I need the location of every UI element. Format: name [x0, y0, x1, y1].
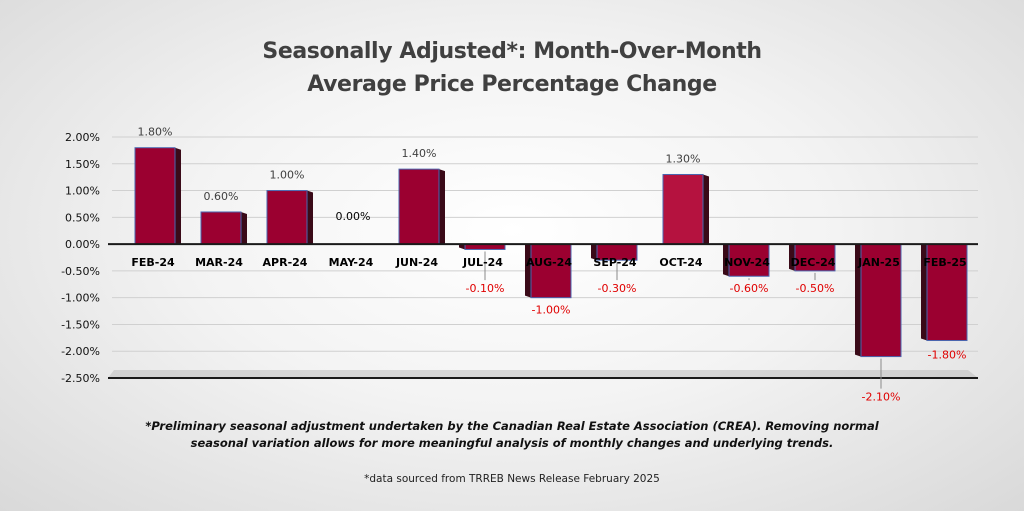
- y-tick-label: -1.50%: [61, 318, 100, 331]
- data-label-jan-25: -2.10%: [862, 391, 901, 404]
- bar-nov-24: [728, 243, 770, 277]
- x-tick-label: OCT-24: [659, 256, 703, 269]
- floor-plane: [108, 370, 978, 378]
- bar-jan-25: [860, 243, 902, 358]
- y-tick-label: 1.50%: [65, 158, 100, 171]
- bar-side: [525, 244, 531, 298]
- bar-side: [723, 244, 729, 277]
- bar-aug-24: [530, 243, 572, 299]
- x-tick-label: JUN-24: [395, 256, 438, 269]
- data-label-feb-24: 1.80%: [138, 126, 173, 139]
- chart-title-line2: Average Price Percentage Change: [307, 72, 717, 97]
- axes: 2.00% 1.50% 1.00% 0.50% 0.00% -0.50% -1.00% -1.…: [61, 131, 978, 385]
- data-label-nov-24: -0.60%: [730, 282, 769, 295]
- x-tick-label: DEC-24: [791, 256, 836, 269]
- x-tick-label: MAR-24: [195, 256, 243, 269]
- data-label-feb-25: -1.80%: [928, 349, 967, 362]
- data-label-mar-24: 0.60%: [204, 190, 239, 203]
- data-label-aug-24: -1.00%: [532, 304, 571, 317]
- bar-jun-24: [398, 168, 440, 245]
- data-label-jul-24: -0.10%: [466, 282, 505, 295]
- x-tick-label: AUG-24: [526, 256, 572, 269]
- bars: [134, 147, 968, 358]
- y-tick-label: 0.50%: [65, 211, 100, 224]
- bar-mar-24: [200, 211, 242, 245]
- x-tick-label: JUL-24: [462, 256, 503, 269]
- x-tick-label: FEB-24: [131, 256, 175, 269]
- footnote-line2: seasonal variation allows for more meani…: [190, 436, 834, 450]
- y-tick-label: -0.50%: [61, 265, 100, 278]
- bar-side: [789, 244, 795, 271]
- chart-floor: [108, 370, 978, 379]
- footnote-line1: *Preliminary seasonal adjustment underta…: [145, 419, 879, 433]
- x-tick-label: JAN-25: [857, 256, 900, 269]
- data-label-may-24: 0.00%: [336, 210, 371, 223]
- data-label-dec-24: -0.50%: [796, 282, 835, 295]
- x-tick-label: FEB-25: [923, 256, 966, 269]
- chart-title-line1: Seasonally Adjusted*: Month-Over-Month: [262, 39, 762, 64]
- bar-side: [241, 211, 247, 245]
- bar-oct-24: [662, 173, 704, 245]
- gridlines: [112, 136, 978, 352]
- bar-side: [855, 244, 861, 357]
- bar-feb-24: [134, 147, 176, 245]
- bar-side: [439, 169, 445, 245]
- x-tick-label: MAY-24: [329, 256, 374, 269]
- bar-side: [307, 190, 313, 245]
- x-tick-label: APR-24: [263, 256, 308, 269]
- data-label-oct-24: 1.30%: [666, 152, 701, 165]
- data-label-sep-24: -0.30%: [598, 282, 637, 295]
- bar-feb-25: [926, 243, 968, 342]
- y-tick-label: 2.00%: [65, 131, 100, 144]
- data-label-jun-24: 1.40%: [402, 147, 437, 160]
- y-tick-label: 1.00%: [65, 185, 100, 198]
- bar-dec-24: [794, 243, 836, 272]
- bar-side: [591, 244, 597, 261]
- bar-side: [703, 174, 709, 245]
- bar-side: [175, 147, 181, 245]
- bar-side: [921, 244, 927, 341]
- y-tick-label: 0.00%: [65, 238, 100, 251]
- y-tick-label: -2.50%: [61, 372, 100, 385]
- bar-side: [459, 244, 465, 250]
- x-tick-label: NOV-24: [724, 256, 770, 269]
- y-tick-label: -1.00%: [61, 292, 100, 305]
- source-note: *data sourced from TRREB News Release Fe…: [364, 473, 660, 485]
- bar-apr-24: [266, 190, 308, 245]
- data-label-apr-24: 1.00%: [270, 169, 305, 182]
- y-tick-label: -2.00%: [61, 345, 100, 358]
- x-tick-label: SEP-24: [593, 256, 637, 269]
- data-labels: 1.80% FEB-24 0.60% MAR-24 1.00% APR-24 0.00% MA…: [131, 126, 966, 404]
